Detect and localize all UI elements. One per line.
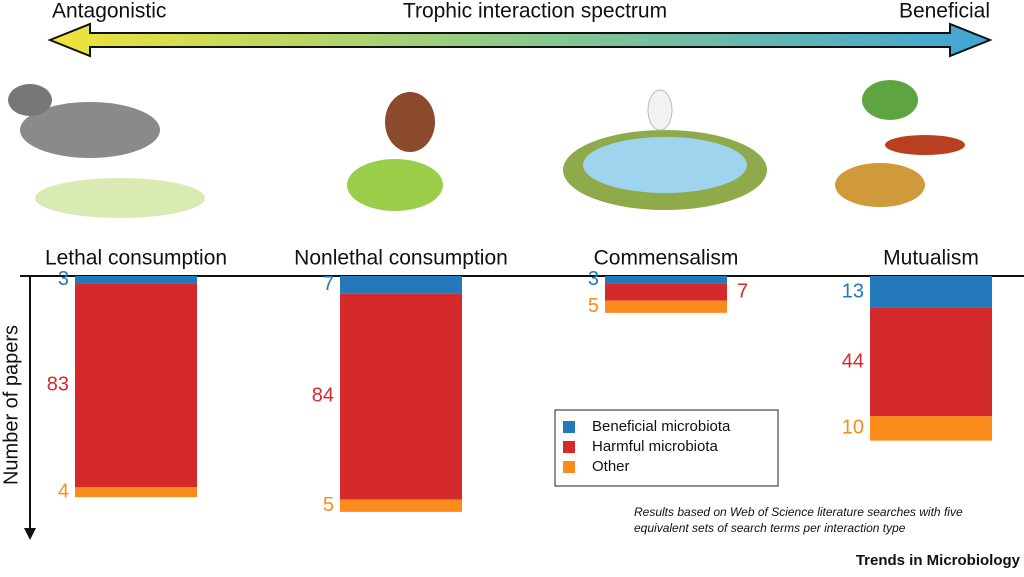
- bar-segment: [870, 416, 992, 441]
- legend-label: Beneficial microbiota: [592, 418, 731, 435]
- value-label: 44: [842, 350, 864, 372]
- value-label: 7: [737, 280, 748, 302]
- legend-swatch: [563, 421, 575, 433]
- bar-segment: [605, 276, 727, 284]
- bar-segment: [340, 293, 462, 500]
- illustration-ant-bee: [835, 80, 965, 207]
- illustration-wolf: [8, 84, 205, 218]
- bar-segment: [870, 307, 992, 417]
- category-label: Lethal consumption: [45, 247, 227, 270]
- bar-segment: [75, 276, 197, 284]
- bar-segment: [870, 276, 992, 308]
- legend-box: [554, 409, 779, 487]
- note-2: equivalent sets of search terms per inte…: [634, 521, 906, 535]
- bar-segment: [605, 300, 727, 313]
- y-axis-arrow: [24, 528, 36, 540]
- legend-swatch: [563, 461, 575, 473]
- y-axis-label: Number of papers: [0, 325, 22, 485]
- note: Results based on Web of Science literatu…: [634, 505, 963, 519]
- spectrum-right: Beneficial: [899, 0, 990, 23]
- value-label: 10: [842, 417, 864, 439]
- value-label: 3: [588, 268, 599, 290]
- bar-segment: [340, 499, 462, 512]
- spectrum-arrow: [47, 22, 993, 58]
- bar-segment: [605, 283, 727, 301]
- note-text: Results based on Web of Science literatu…: [634, 505, 963, 519]
- legend-swatch: [563, 441, 575, 453]
- legend-label: Harmful microbiota: [592, 438, 719, 455]
- value-label: 7: [323, 273, 334, 295]
- spectrum-left: Antagonistic: [52, 0, 166, 23]
- illustration-pond: [563, 89, 767, 210]
- value-label: 3: [58, 268, 69, 290]
- source: Trends in Microbiology: [856, 552, 1021, 569]
- category-label: Commensalism: [594, 247, 739, 270]
- value-label: 4: [58, 481, 69, 503]
- category-label: Mutualism: [883, 247, 979, 270]
- illustration-tick-aphid: [347, 92, 443, 211]
- value-label: 83: [47, 374, 69, 396]
- bar-segment: [340, 276, 462, 294]
- value-label: 5: [588, 295, 599, 317]
- category-label: Nonlethal consumption: [294, 247, 508, 270]
- bar-segment: [75, 487, 197, 498]
- value-label: 84: [312, 385, 334, 407]
- value-label: 13: [842, 280, 864, 302]
- spectrum-title: Trophic interaction spectrum: [403, 0, 667, 23]
- legend-label: Other: [592, 458, 630, 475]
- value-label: 5: [323, 494, 334, 516]
- bar-segment: [75, 283, 197, 488]
